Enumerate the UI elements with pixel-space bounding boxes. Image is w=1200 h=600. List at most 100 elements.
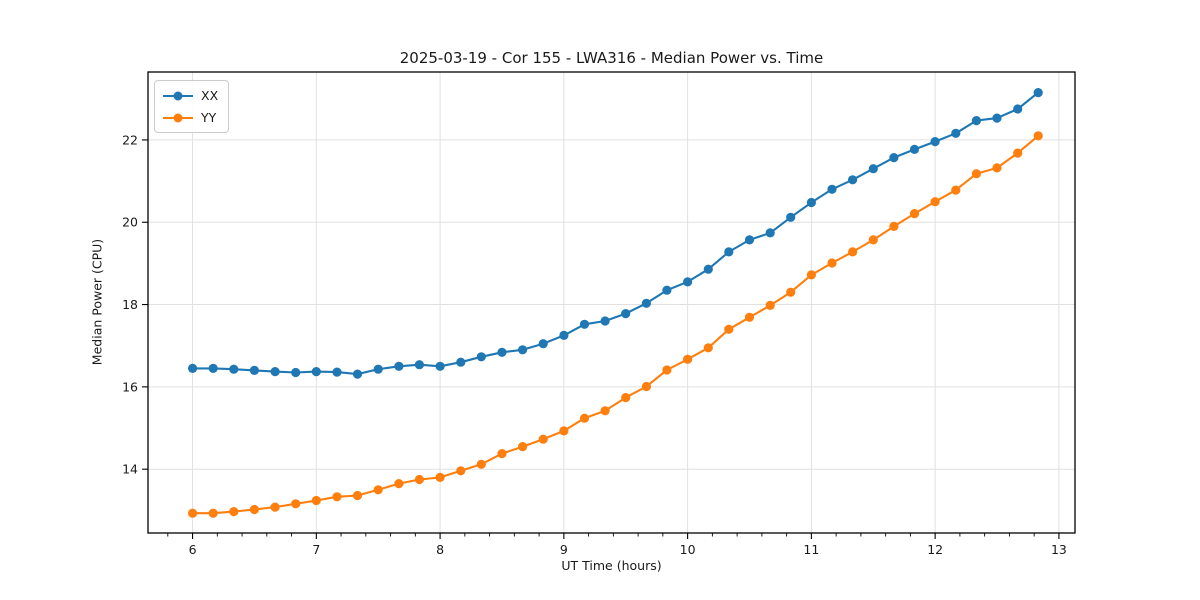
data-point-yy bbox=[1013, 148, 1023, 158]
data-point-xx bbox=[1013, 104, 1023, 114]
data-point-xx bbox=[559, 330, 569, 340]
x-tick-label: 7 bbox=[312, 542, 320, 557]
data-point-xx bbox=[827, 184, 837, 194]
data-point-yy bbox=[641, 381, 652, 392]
data-point-yy bbox=[456, 466, 466, 476]
data-point-yy bbox=[414, 474, 424, 485]
data-point-xx bbox=[456, 357, 466, 367]
x-tick-label: 12 bbox=[927, 542, 943, 557]
data-point-yy bbox=[703, 343, 713, 353]
data-point-yy bbox=[435, 472, 445, 482]
data-point-xx bbox=[662, 285, 672, 295]
data-point-xx bbox=[208, 363, 218, 373]
data-point-xx bbox=[971, 116, 982, 126]
data-point-xx bbox=[332, 367, 342, 377]
data-point-yy bbox=[559, 426, 569, 436]
data-point-yy bbox=[229, 507, 239, 517]
data-point-xx bbox=[909, 144, 920, 154]
data-point-yy bbox=[765, 300, 775, 310]
data-point-xx bbox=[229, 364, 239, 374]
data-point-yy bbox=[249, 504, 259, 515]
data-point-yy bbox=[848, 247, 858, 257]
chart-title: 2025-03-19 - Cor 155 - LWA316 - Median P… bbox=[399, 49, 824, 67]
data-point-xx bbox=[806, 197, 817, 208]
data-point-yy bbox=[930, 197, 940, 207]
data-point-yy bbox=[270, 502, 280, 512]
y-tick-label: 20 bbox=[122, 215, 138, 230]
data-point-xx bbox=[868, 164, 878, 174]
data-point-yy bbox=[951, 185, 961, 195]
legend-item-xx: XX bbox=[163, 86, 218, 105]
data-point-yy bbox=[208, 508, 218, 518]
data-point-xx bbox=[641, 298, 652, 308]
data-point-yy bbox=[909, 209, 920, 219]
data-point-xx bbox=[394, 361, 404, 371]
data-point-xx bbox=[621, 309, 631, 319]
data-point-yy bbox=[352, 490, 363, 501]
y-tick-label: 16 bbox=[122, 379, 138, 394]
data-point-yy bbox=[621, 393, 631, 403]
x-tick-label: 10 bbox=[680, 542, 696, 557]
data-point-yy bbox=[827, 258, 837, 268]
data-point-yy bbox=[683, 354, 693, 364]
data-point-yy bbox=[1033, 131, 1043, 141]
data-point-xx bbox=[435, 361, 445, 371]
legend: XX YY bbox=[154, 80, 230, 133]
data-point-yy bbox=[311, 495, 321, 506]
x-tick-label: 13 bbox=[1051, 542, 1067, 557]
data-point-yy bbox=[724, 324, 734, 334]
data-point-xx bbox=[352, 369, 363, 379]
data-point-xx bbox=[848, 175, 858, 185]
data-point-yy bbox=[394, 479, 404, 489]
data-point-xx bbox=[579, 319, 590, 329]
data-point-xx bbox=[889, 153, 899, 163]
data-point-xx bbox=[538, 339, 548, 349]
data-point-xx bbox=[270, 367, 280, 377]
data-point-xx bbox=[373, 364, 383, 374]
y-tick-label: 22 bbox=[122, 132, 138, 147]
axis-ticks bbox=[142, 139, 1060, 539]
legend-marker-xx-icon bbox=[163, 91, 193, 101]
data-point-yy bbox=[786, 287, 796, 297]
data-point-xx bbox=[992, 113, 1002, 123]
data-point-yy bbox=[518, 442, 528, 452]
data-point-xx bbox=[414, 360, 424, 370]
data-point-yy bbox=[332, 492, 342, 502]
legend-item-yy: YY bbox=[163, 108, 218, 127]
y-axis-label: Median Power (CPU) bbox=[89, 238, 105, 366]
data-point-yy bbox=[744, 312, 755, 322]
data-point-xx bbox=[311, 367, 321, 377]
data-point-xx bbox=[683, 277, 693, 287]
data-point-yy bbox=[188, 508, 198, 518]
data-point-yy bbox=[476, 459, 486, 469]
data-point-yy bbox=[373, 485, 383, 495]
data-point-yy bbox=[868, 235, 878, 245]
data-point-yy bbox=[889, 221, 899, 231]
x-axis-label: UT Time (hours) bbox=[561, 558, 662, 573]
legend-label-yy: YY bbox=[201, 110, 217, 125]
data-point-xx bbox=[951, 128, 961, 138]
grid bbox=[148, 72, 1075, 533]
x-tick-label: 8 bbox=[436, 542, 444, 557]
data-point-xx bbox=[1033, 88, 1043, 98]
data-point-xx bbox=[724, 247, 734, 257]
data-point-xx bbox=[600, 316, 610, 326]
x-tick-label: 11 bbox=[803, 542, 819, 557]
y-tick-label: 14 bbox=[122, 462, 138, 477]
data-point-xx bbox=[703, 264, 713, 274]
legend-marker-yy-icon bbox=[163, 113, 193, 123]
data-point-yy bbox=[806, 270, 817, 280]
data-point-yy bbox=[662, 365, 672, 375]
data-point-xx bbox=[249, 365, 259, 375]
data-point-xx bbox=[291, 367, 301, 378]
x-tick-label: 6 bbox=[189, 542, 197, 557]
legend-label-xx: XX bbox=[201, 88, 219, 103]
data-point-xx bbox=[476, 352, 486, 362]
axes-frame bbox=[147, 71, 1076, 534]
data-point-xx bbox=[930, 137, 940, 147]
data-point-xx bbox=[786, 212, 796, 222]
data-point-xx bbox=[518, 345, 528, 355]
data-point-yy bbox=[579, 413, 590, 423]
